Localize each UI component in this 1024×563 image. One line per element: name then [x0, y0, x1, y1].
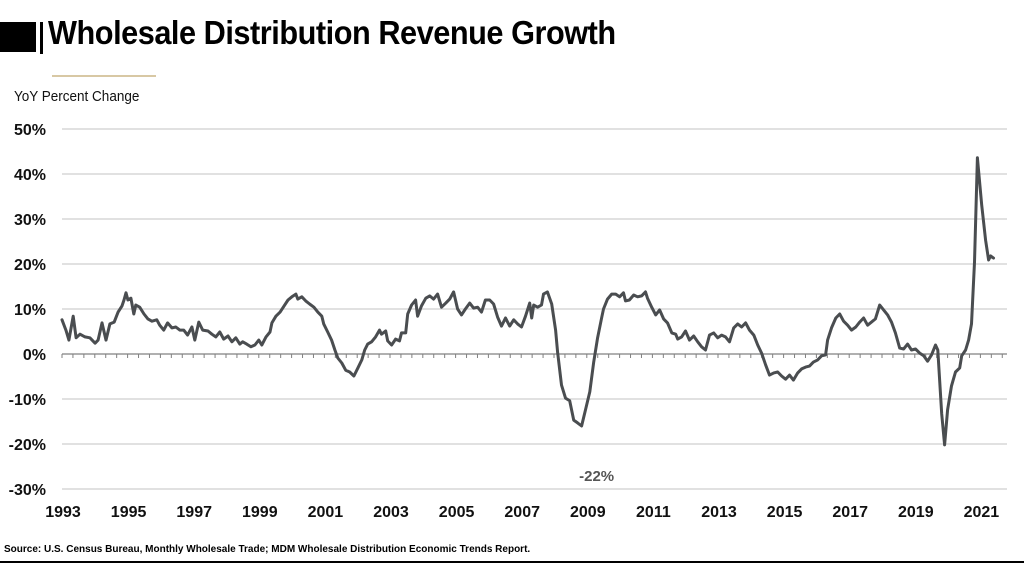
y-tick-label: 40% [14, 167, 46, 184]
accent-rule [52, 75, 156, 77]
series-line [60, 156, 995, 447]
x-tick-label: 2011 [636, 504, 671, 521]
title-bar-marker [40, 22, 43, 54]
y-axis-caption: YoY Percent Change [14, 88, 140, 105]
x-tick-label: 2009 [570, 504, 606, 521]
x-tick-label: 2007 [504, 504, 540, 521]
x-tick-label: 2013 [701, 504, 737, 521]
x-tick-label: 2021 [964, 504, 1000, 521]
title-block-marker [0, 22, 36, 52]
x-tick-label: 2019 [898, 504, 934, 521]
x-tick-label: 2017 [832, 504, 868, 521]
x-tick-label: 2003 [373, 504, 409, 521]
x-tick-label: 2005 [439, 504, 475, 521]
series-layer [60, 156, 995, 447]
y-tick-label: -20% [9, 437, 46, 454]
source-note: Source: U.S. Census Bureau, Monthly Whol… [4, 544, 531, 555]
bottom-rule [0, 561, 1024, 563]
y-tick-label: 30% [14, 212, 46, 229]
x-tick-label: 1995 [111, 504, 147, 521]
x-tick-label: 2015 [767, 504, 803, 521]
y-tick-label: 0% [23, 347, 46, 364]
y-tick-label: 10% [14, 302, 46, 319]
x-axis-tick-labels: 1993 1995 1997 1999 2001 2003 2005 2007 2009 2011… [45, 504, 999, 521]
x-tick-label: 2001 [308, 504, 344, 521]
x-tick-label: 1999 [242, 504, 278, 521]
annotations: -22% [579, 468, 614, 485]
x-tick-label: 1993 [45, 504, 81, 521]
y-tick-label: 50% [14, 122, 46, 139]
x-axis [61, 353, 1007, 358]
page-title: Wholesale Distribution Revenue Growth [48, 14, 616, 51]
trough-annotation: -22% [579, 468, 614, 485]
y-axis-tick-labels: 50% 40% 30% 20% 10% 0% -10% -20% -30% [9, 122, 46, 499]
y-tick-label: 20% [14, 257, 46, 274]
y-tick-label: -30% [9, 482, 46, 499]
y-tick-label: -10% [9, 392, 46, 409]
x-tick-label: 1997 [176, 504, 212, 521]
